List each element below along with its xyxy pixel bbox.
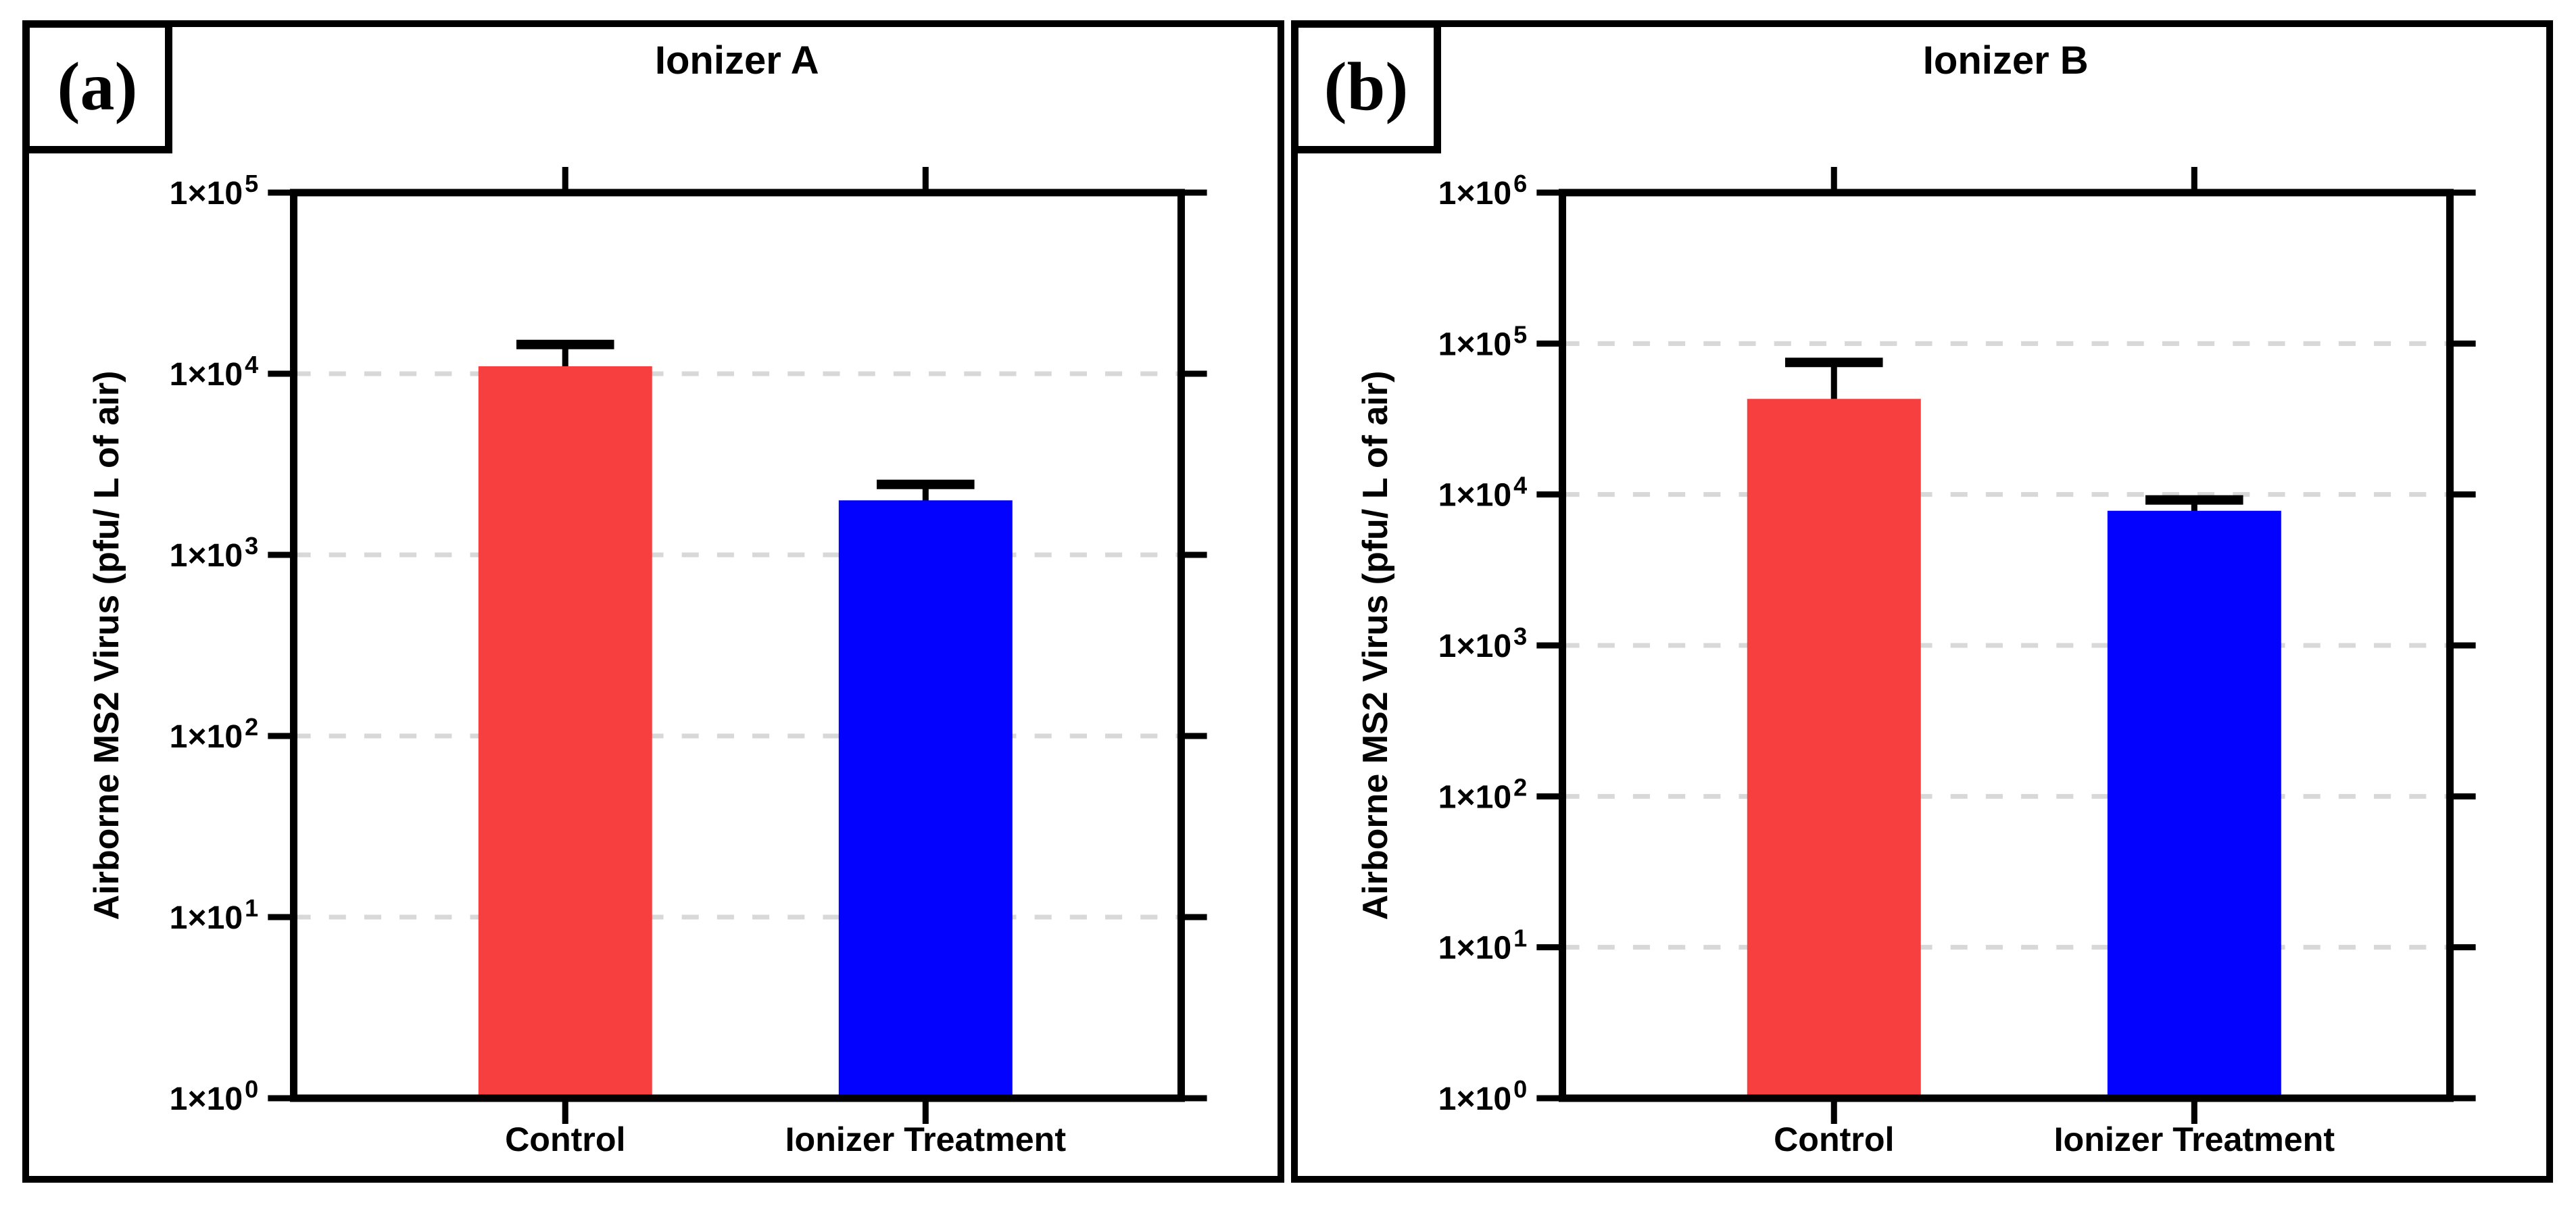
y-tick-label-1e3: 1×103 <box>170 532 259 574</box>
y-tick-label-1e1: 1×101 <box>170 894 259 936</box>
bar-chart-ionizer-a: Control Ionizer Treatment 1×100 1×101 1×102 1… <box>170 167 1207 1158</box>
y-axis-label-a: Airborne MS2 Virus (pfu/ L of air) <box>87 370 126 920</box>
bar-chart-ionizer-b: Control Ionizer Treatment 1×100 1×101 1×102 1… <box>1438 167 2476 1158</box>
y-axis-label-b: Airborne MS2 Virus (pfu/ L of air) <box>1355 370 1395 920</box>
plot-frame <box>289 189 1185 1102</box>
y-tick-label-1e5: 1×105 <box>170 170 259 212</box>
panel-label-box-a: (a) <box>22 20 172 153</box>
y-tick-label-1e0: 1×100 <box>1438 1075 1528 1117</box>
bar-ionizer-treatment <box>2107 510 2281 1098</box>
y-tick-label-1e1: 1×101 <box>1438 925 1528 966</box>
y-tick-label-1e3: 1×103 <box>1438 622 1528 664</box>
chart-title-b: Ionizer B <box>1922 39 2089 82</box>
panel-label-b: (b) <box>1323 48 1409 125</box>
bar-control <box>478 366 652 1098</box>
x-category-label-ionizer-treatment: Ionizer Treatment <box>2054 1121 2335 1158</box>
chart-title-a: Ionizer A <box>654 39 819 82</box>
x-category-label-control: Control <box>1774 1121 1894 1158</box>
panel-label-box-b: (b) <box>1291 20 1441 153</box>
panel-a: Control Ionizer Treatment 1×100 1×101 1×102 1… <box>22 20 1284 1183</box>
panel-label-a: (a) <box>57 48 138 125</box>
y-tick-label-1e2: 1×102 <box>1438 773 1528 815</box>
bar-control <box>1747 399 1921 1098</box>
y-tick-label-1e6: 1×106 <box>1438 170 1528 212</box>
y-tick-label-1e2: 1×102 <box>170 713 259 755</box>
panel-b: Control Ionizer Treatment 1×100 1×101 1×102 1… <box>1291 20 2553 1183</box>
y-tick-label-1e4: 1×104 <box>170 351 259 393</box>
y-tick-label-1e5: 1×105 <box>1438 320 1528 362</box>
bar-ionizer-treatment <box>838 500 1013 1098</box>
x-category-label-ionizer-treatment: Ionizer Treatment <box>785 1121 1067 1158</box>
x-category-label-control: Control <box>505 1121 625 1158</box>
y-tick-label-1e0: 1×100 <box>170 1075 259 1117</box>
y-tick-label-1e4: 1×104 <box>1438 472 1528 514</box>
